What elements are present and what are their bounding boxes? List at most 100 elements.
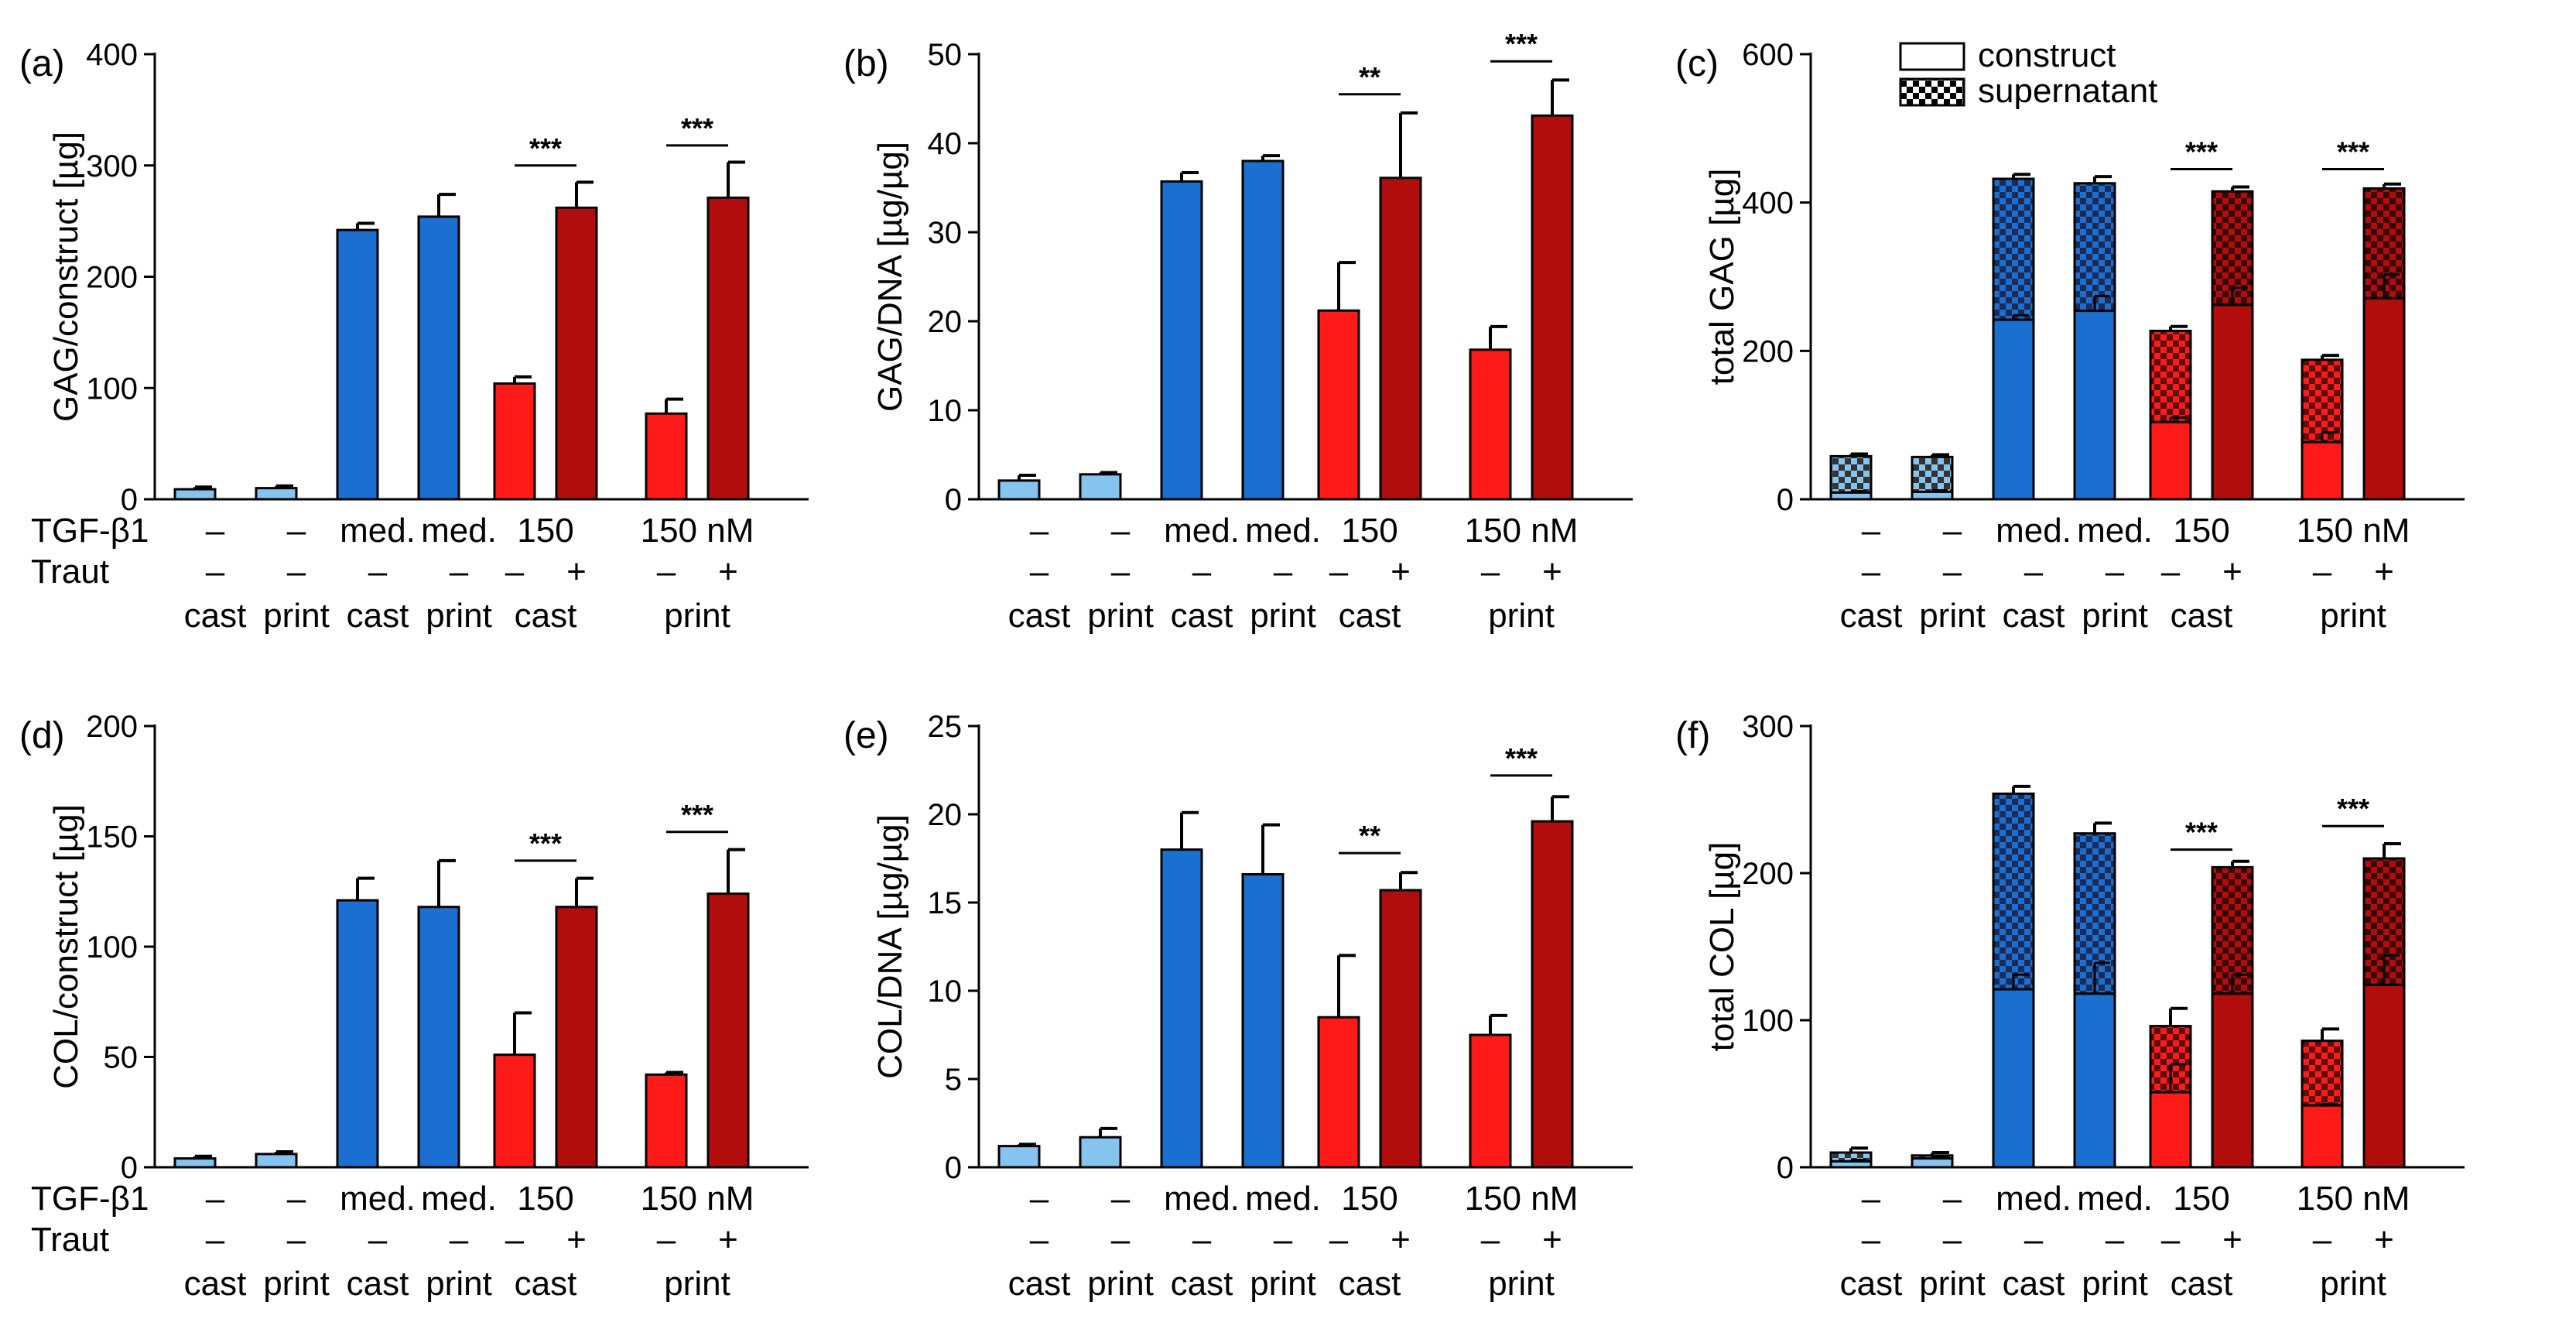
- traut-label: +: [2222, 553, 2242, 591]
- bar-construct: [2073, 992, 2116, 1169]
- form-label: cast: [1339, 1265, 1401, 1303]
- bar: [555, 206, 598, 501]
- bar-construct: [1992, 318, 2035, 501]
- tgf-label: –: [1862, 1180, 1881, 1218]
- bar-construct: [2211, 992, 2254, 1169]
- bar: [255, 1153, 298, 1169]
- bar-construct: [1911, 490, 1954, 501]
- panel-label: (a): [19, 43, 65, 84]
- y-axis-label: GAG/construct [µg]: [47, 132, 85, 422]
- tgf-label: 150 nM: [2297, 512, 2410, 550]
- form-label: cast: [184, 1265, 247, 1303]
- bar: [255, 487, 298, 501]
- tgf-label: med.: [421, 1180, 497, 1218]
- traut-label: –: [1329, 1221, 1349, 1259]
- significance-label: ***: [529, 132, 562, 164]
- traut-label: –: [657, 553, 676, 591]
- y-tick-label: 200: [1742, 857, 1794, 891]
- traut-label: –: [450, 553, 469, 591]
- tgf-label: –: [206, 1180, 225, 1218]
- bar: [493, 1053, 536, 1169]
- traut-label: +: [2222, 1221, 2242, 1259]
- panel-a: (a) GAG/construct [µg] 0 100 200 300 400 *** ***…: [19, 38, 809, 635]
- bar-supernatant: [2301, 1040, 2344, 1107]
- bar-construct: [1992, 988, 2035, 1169]
- bar: [1317, 309, 1360, 501]
- y-axis-label: total GAG [µg]: [1703, 169, 1741, 385]
- form-label: cast: [184, 597, 247, 635]
- y-tick-label: 30: [928, 216, 963, 250]
- significance-label: ***: [2185, 817, 2218, 848]
- tgf-label: med.: [1164, 512, 1240, 550]
- legend-swatch-supernatant: [1899, 77, 1965, 107]
- form-label: print: [2320, 597, 2386, 635]
- traut-label: –: [2106, 553, 2125, 591]
- form-label: cast: [2171, 1265, 2233, 1303]
- traut-label: –: [2106, 1221, 2125, 1259]
- traut-label: –: [1329, 553, 1349, 591]
- bar: [417, 906, 460, 1169]
- row-name-tgf: TGF-β1: [31, 512, 149, 550]
- traut-label: –: [206, 553, 225, 591]
- y-tick-label: 50: [104, 1041, 139, 1075]
- legend-label-construct: construct: [1978, 36, 2116, 74]
- bar-supernatant: [1992, 177, 2035, 321]
- form-label: print: [426, 597, 492, 635]
- traut-label: –: [2313, 553, 2332, 591]
- legend-label-supernatant: supernatant: [1978, 72, 2157, 110]
- tgf-label: med.: [340, 1180, 416, 1218]
- significance-label: ***: [681, 112, 713, 144]
- form-label: print: [263, 1265, 330, 1303]
- form-label: print: [1250, 597, 1316, 635]
- traut-label: –: [1030, 553, 1049, 591]
- tgf-label: med.: [1245, 1180, 1321, 1218]
- tgf-label: med.: [1996, 1180, 2071, 1218]
- bar-construct: [2301, 440, 2344, 501]
- y-axis-label: GAG/DNA [µg/µg]: [871, 142, 909, 412]
- significance-label: **: [1359, 820, 1380, 851]
- form-label: cast: [1171, 1265, 1233, 1303]
- tgf-label: –: [1943, 1180, 1962, 1218]
- bar-supernatant: [2073, 182, 2116, 313]
- form-label: print: [1087, 597, 1154, 635]
- form-label: cast: [1840, 1265, 1903, 1303]
- bar: [417, 215, 460, 501]
- panel-f: (f)total COL [µg]0100200300******––cast–…: [1675, 710, 2465, 1303]
- tgf-label: med.: [421, 512, 497, 550]
- form-label: print: [1488, 1265, 1555, 1303]
- bar: [1379, 176, 1422, 501]
- legend-swatch-construct: [1899, 42, 1965, 71]
- traut-label: –: [1274, 553, 1293, 591]
- traut-label: +: [566, 553, 587, 591]
- bar: [1241, 159, 1285, 501]
- tgf-label: med.: [2077, 1180, 2153, 1218]
- y-tick-label: 0: [121, 1151, 138, 1185]
- bar: [555, 906, 598, 1169]
- bar-construct: [1911, 1157, 1954, 1169]
- significance-label: ***: [2337, 793, 2369, 824]
- tgf-label: 150 nM: [2297, 1180, 2410, 1218]
- traut-label: –: [2313, 1221, 2332, 1259]
- panel-b: (b)GAG/DNA [µg/µg]01020304050*****––cast…: [843, 28, 1633, 635]
- form-label: cast: [1008, 1265, 1071, 1303]
- y-tick-label: 20: [928, 305, 963, 339]
- form-label: print: [426, 1265, 492, 1303]
- bar: [706, 892, 750, 1169]
- panel-label: (f): [1675, 715, 1710, 756]
- y-tick-label: 200: [86, 261, 138, 295]
- form-label: cast: [1339, 597, 1401, 635]
- tgf-label: 150: [517, 1180, 573, 1218]
- significance-label: **: [1359, 61, 1380, 93]
- traut-label: +: [718, 553, 738, 591]
- bar: [336, 228, 379, 501]
- bar: [997, 479, 1041, 501]
- bar-supernatant: [2149, 329, 2192, 423]
- form-label: print: [1250, 1265, 1316, 1303]
- tgf-label: –: [1030, 1180, 1049, 1218]
- y-tick-label: 400: [86, 38, 138, 72]
- y-axis-label: COL/construct [µg]: [47, 804, 85, 1089]
- y-tick-label: 5: [945, 1063, 962, 1097]
- bar-construct: [1829, 491, 1873, 501]
- traut-label: +: [1391, 553, 1411, 591]
- bar-supernatant: [2211, 190, 2254, 307]
